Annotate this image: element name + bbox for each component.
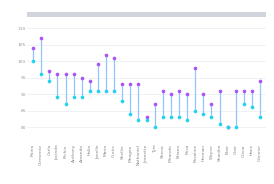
Point <box>79 76 84 79</box>
Point <box>169 93 173 96</box>
Point <box>104 53 108 56</box>
Point <box>161 116 165 119</box>
Point <box>185 93 189 96</box>
Point <box>250 106 254 109</box>
Point <box>242 102 246 105</box>
Point <box>88 89 92 92</box>
Point <box>226 126 230 129</box>
Point <box>112 56 116 59</box>
Point <box>39 37 43 40</box>
Point <box>177 89 181 92</box>
Point <box>79 96 84 99</box>
Point <box>161 89 165 92</box>
Point <box>120 99 124 102</box>
Point <box>153 102 157 105</box>
Point <box>144 119 149 122</box>
Point <box>250 89 254 92</box>
Point <box>31 47 35 49</box>
Point <box>226 126 230 129</box>
Point <box>201 93 206 96</box>
Point <box>96 63 100 66</box>
Point <box>153 126 157 129</box>
Point <box>169 116 173 119</box>
Point <box>185 119 189 122</box>
Point <box>47 70 52 72</box>
Point <box>120 83 124 86</box>
Point <box>72 96 76 99</box>
Point <box>88 79 92 82</box>
Point <box>217 122 222 125</box>
Point <box>104 89 108 92</box>
Point <box>72 73 76 76</box>
Point <box>144 116 149 119</box>
Point <box>177 116 181 119</box>
Point <box>55 73 59 76</box>
Point <box>128 83 133 86</box>
Point <box>258 116 262 119</box>
Point <box>63 102 68 105</box>
Point <box>193 109 198 112</box>
Point <box>63 73 68 76</box>
Point <box>217 89 222 92</box>
Point <box>258 79 262 82</box>
Point <box>136 119 141 122</box>
Point <box>31 60 35 63</box>
Point <box>128 112 133 115</box>
Point <box>112 89 116 92</box>
Point <box>209 102 214 105</box>
Point <box>234 89 238 92</box>
Point <box>209 116 214 119</box>
Point <box>242 89 246 92</box>
Point <box>39 73 43 76</box>
Point <box>193 66 198 69</box>
Point <box>136 83 141 86</box>
Point <box>96 89 100 92</box>
Point <box>47 79 52 82</box>
Point <box>201 112 206 115</box>
Point <box>55 96 59 99</box>
Point <box>234 126 238 129</box>
